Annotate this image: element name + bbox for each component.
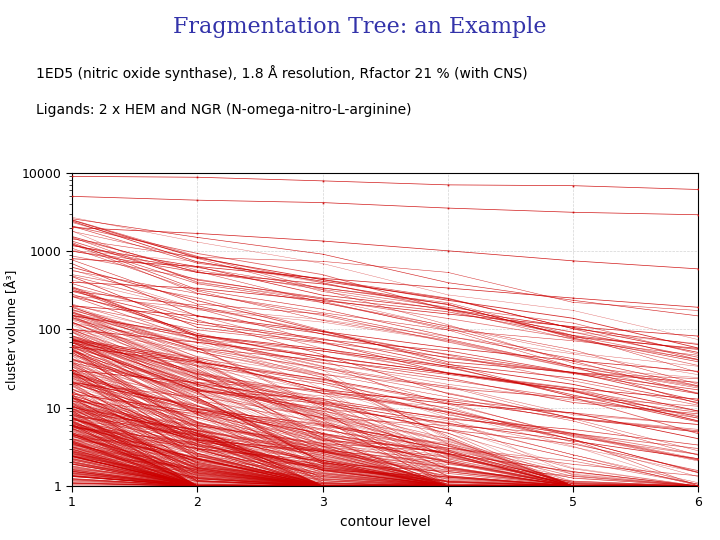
Text: 1ED5 (nitric oxide synthase), 1.8 Å resolution, Rfactor 21 % (with CNS): 1ED5 (nitric oxide synthase), 1.8 Å reso… (36, 65, 528, 81)
Text: Fragmentation Tree: an Example: Fragmentation Tree: an Example (174, 16, 546, 38)
Text: Ligands: 2 x HEM and NGR (N-omega-nitro-L-arginine): Ligands: 2 x HEM and NGR (N-omega-nitro-… (36, 103, 412, 117)
Y-axis label: cluster volume [Å³]: cluster volume [Å³] (6, 269, 19, 389)
X-axis label: contour level: contour level (340, 515, 431, 529)
